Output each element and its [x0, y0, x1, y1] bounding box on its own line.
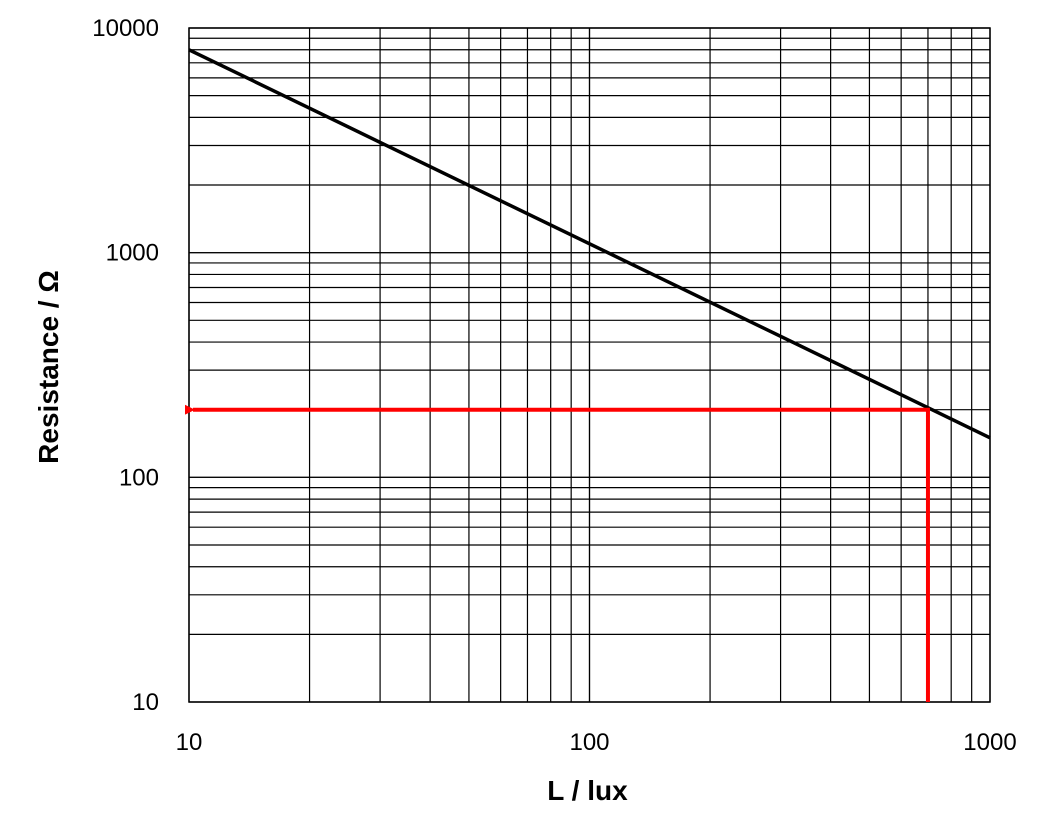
plot-frame: [188, 27, 991, 703]
y-tick-label: 1000: [106, 240, 159, 267]
x-axis-title: L / lux: [547, 775, 628, 806]
y-tick-label: 100: [119, 464, 159, 491]
x-tick-labels: 10 100 1000: [176, 729, 1017, 756]
x-tick-label: 1000: [963, 729, 1016, 756]
grid: [188, 27, 991, 703]
annotation-layer: [185, 404, 930, 702]
y-axis-title: Resistance / Ω: [33, 270, 64, 464]
y-tick-labels: 10 100 1000 10000: [92, 15, 159, 716]
y-tick-label: 10000: [92, 15, 159, 42]
series-layer: [188, 48, 991, 440]
series-line: [188, 48, 991, 440]
x-tick-label: 10: [176, 729, 203, 756]
y-tick-label: 10: [132, 689, 159, 716]
x-tick-label: 100: [569, 729, 609, 756]
